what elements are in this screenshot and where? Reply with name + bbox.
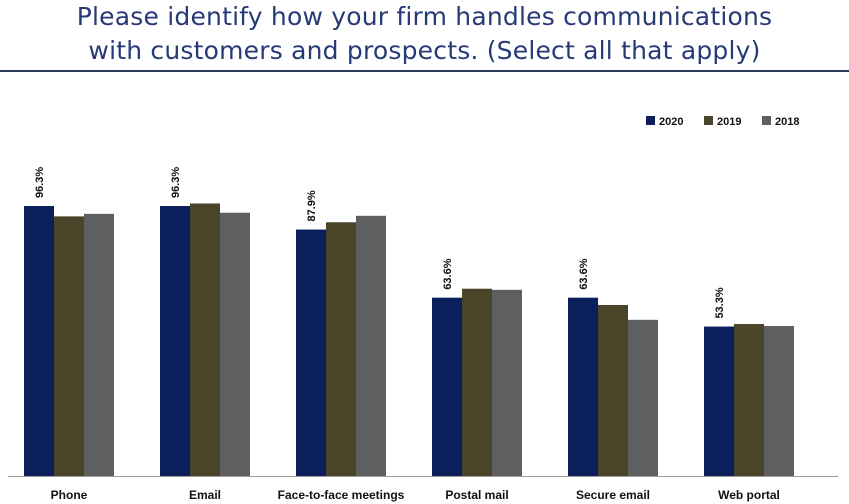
- data-label-2020-web-portal: 53.3%: [714, 287, 726, 318]
- bar-2019-postal-mail: [462, 288, 492, 476]
- legend-swatch-2018: [762, 116, 771, 125]
- data-label-2020-email: 96.3%: [170, 167, 182, 198]
- bar-2018-face-to-face-meetings: [356, 215, 386, 476]
- bar-2020-phone: [24, 206, 54, 476]
- data-label-2020-postal-mail: 63.6%: [442, 258, 454, 289]
- category-label-phone: Phone: [51, 488, 88, 502]
- title-line-1: Please identify how your firm handles co…: [76, 2, 773, 31]
- bar-2020-face-to-face-meetings: [296, 229, 326, 476]
- category-label-face-to-face-meetings: Face-to-face meetings: [278, 488, 405, 502]
- bar-2019-email: [190, 203, 220, 477]
- bar-2020-secure-email: [568, 297, 598, 476]
- category-label-postal-mail: Postal mail: [445, 488, 508, 502]
- title-line-2: with customers and prospects. (Select al…: [88, 36, 761, 65]
- legend-label-2020: 2020: [659, 116, 683, 128]
- bar-2019-phone: [54, 216, 84, 476]
- title-divider: [0, 70, 849, 72]
- legend-swatch-2020: [646, 116, 655, 125]
- bar-2018-secure-email: [628, 319, 658, 476]
- bar-2019-web-portal: [734, 324, 764, 476]
- legend-label-2018: 2018: [775, 116, 799, 128]
- legend-swatch-2019: [704, 116, 713, 125]
- bar-2020-email: [160, 206, 190, 476]
- data-label-2020-secure-email: 63.6%: [578, 258, 590, 289]
- bar-2018-postal-mail: [492, 289, 522, 476]
- bar-2018-phone: [84, 213, 114, 476]
- data-label-2020-phone: 96.3%: [34, 167, 46, 198]
- category-label-web-portal: Web portal: [718, 488, 780, 502]
- bar-2018-web-portal: [764, 326, 794, 476]
- chart-title: Please identify how your firm handles co…: [0, 0, 849, 68]
- bar-2018-email: [220, 212, 250, 476]
- data-label-2020-face-to-face-meetings: 87.9%: [306, 190, 318, 221]
- bar-2019-face-to-face-meetings: [326, 222, 356, 476]
- category-label-secure-email: Secure email: [576, 488, 650, 502]
- bar-2020-postal-mail: [432, 297, 462, 476]
- bar-2019-secure-email: [598, 304, 628, 476]
- legend-label-2019: 2019: [717, 116, 741, 128]
- category-label-email: Email: [189, 488, 221, 502]
- bar-2020-web-portal: [704, 326, 734, 476]
